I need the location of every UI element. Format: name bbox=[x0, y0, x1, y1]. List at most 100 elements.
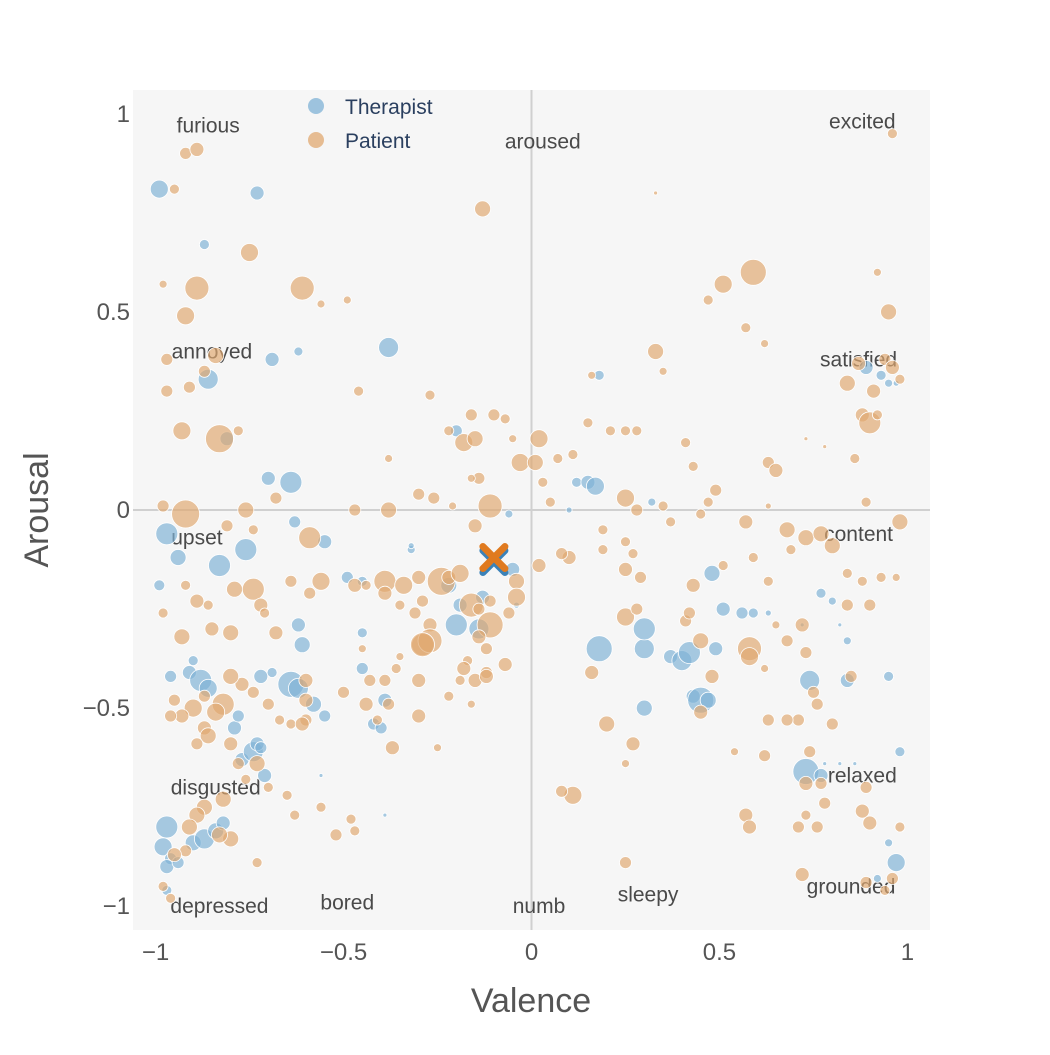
patient-point[interactable] bbox=[702, 496, 714, 508]
patient-point[interactable] bbox=[792, 820, 805, 834]
patient-point[interactable] bbox=[555, 547, 568, 560]
therapist-point[interactable] bbox=[822, 761, 828, 766]
patient-point[interactable] bbox=[303, 586, 317, 600]
patient-point[interactable] bbox=[810, 697, 824, 711]
patient-point[interactable] bbox=[508, 572, 525, 590]
patient-point[interactable] bbox=[544, 496, 556, 508]
patient-point[interactable] bbox=[529, 429, 549, 449]
patient-point[interactable] bbox=[818, 796, 832, 810]
therapist-point[interactable] bbox=[837, 622, 843, 628]
patient-point[interactable] bbox=[841, 568, 853, 579]
therapist-point[interactable] bbox=[852, 761, 858, 766]
patient-point[interactable] bbox=[349, 825, 361, 837]
patient-point[interactable] bbox=[157, 607, 169, 619]
patient-point[interactable] bbox=[395, 652, 405, 661]
patient-point[interactable] bbox=[665, 516, 676, 528]
patient-point[interactable] bbox=[695, 508, 707, 520]
patient-point[interactable] bbox=[205, 424, 234, 454]
therapist-point[interactable] bbox=[635, 699, 653, 717]
patient-point[interactable] bbox=[390, 663, 402, 674]
therapist-point[interactable] bbox=[632, 617, 656, 641]
patient-point[interactable] bbox=[167, 693, 181, 707]
patient-point[interactable] bbox=[810, 820, 824, 834]
patient-point[interactable] bbox=[717, 560, 729, 571]
patient-point[interactable] bbox=[704, 669, 720, 684]
patient-point[interactable] bbox=[487, 408, 501, 422]
therapist-point[interactable] bbox=[279, 470, 303, 494]
patient-point[interactable] bbox=[823, 537, 841, 555]
patient-point[interactable] bbox=[411, 708, 427, 724]
patient-point[interactable] bbox=[172, 421, 192, 441]
therapist-point[interactable] bbox=[699, 691, 717, 709]
patient-point[interactable] bbox=[800, 809, 812, 821]
patient-point[interactable] bbox=[183, 698, 203, 718]
therapist-point[interactable] bbox=[842, 636, 852, 646]
patient-point[interactable] bbox=[619, 856, 632, 869]
patient-point[interactable] bbox=[479, 642, 493, 656]
patient-point[interactable] bbox=[231, 757, 245, 770]
therapist-point[interactable] bbox=[231, 709, 245, 723]
patient-point[interactable] bbox=[472, 602, 486, 616]
patient-point[interactable] bbox=[792, 713, 805, 727]
patient-point[interactable] bbox=[616, 488, 635, 508]
patient-point[interactable] bbox=[863, 598, 877, 612]
patient-point[interactable] bbox=[471, 629, 487, 645]
patient-point[interactable] bbox=[371, 714, 383, 726]
patient-point[interactable] bbox=[246, 685, 260, 699]
therapist-point[interactable] bbox=[153, 579, 166, 592]
therapist-point[interactable] bbox=[290, 617, 306, 633]
patient-point[interactable] bbox=[859, 876, 873, 889]
patient-point[interactable] bbox=[168, 183, 180, 195]
therapist-point[interactable] bbox=[159, 859, 175, 874]
patient-point[interactable] bbox=[211, 826, 228, 844]
patient-point[interactable] bbox=[345, 813, 357, 825]
patient-point[interactable] bbox=[268, 625, 284, 641]
patient-point[interactable] bbox=[240, 243, 259, 262]
therapist-point[interactable] bbox=[827, 596, 837, 606]
therapist-point[interactable] bbox=[264, 351, 280, 367]
patient-point[interactable] bbox=[742, 819, 757, 835]
patient-point[interactable] bbox=[891, 573, 901, 582]
therapist-point[interactable] bbox=[504, 509, 514, 519]
therapist-point[interactable] bbox=[444, 613, 468, 637]
patient-point[interactable] bbox=[156, 499, 170, 513]
patient-point[interactable] bbox=[188, 806, 206, 824]
patient-point[interactable] bbox=[342, 295, 352, 305]
patient-point[interactable] bbox=[803, 745, 817, 759]
patient-point[interactable] bbox=[862, 815, 878, 831]
therapist-point[interactable] bbox=[647, 497, 657, 507]
patient-point[interactable] bbox=[176, 306, 196, 326]
patient-point[interactable] bbox=[814, 777, 828, 790]
patient-point[interactable] bbox=[450, 564, 470, 583]
patient-point[interactable] bbox=[347, 577, 363, 593]
patient-point[interactable] bbox=[377, 585, 393, 601]
patient-point[interactable] bbox=[658, 366, 668, 376]
patient-point[interactable] bbox=[709, 483, 723, 497]
therapist-point[interactable] bbox=[764, 609, 772, 617]
patient-point[interactable] bbox=[702, 294, 714, 306]
patient-point[interactable] bbox=[443, 690, 455, 702]
patient-point[interactable] bbox=[220, 519, 234, 533]
therapist-point[interactable] bbox=[208, 554, 231, 577]
therapist-point[interactable] bbox=[678, 641, 701, 664]
patient-point[interactable] bbox=[478, 669, 494, 684]
therapist-point[interactable] bbox=[155, 815, 179, 839]
patient-point[interactable] bbox=[382, 697, 396, 711]
patient-point[interactable] bbox=[631, 425, 643, 437]
patient-point[interactable] bbox=[555, 784, 568, 798]
patient-point[interactable] bbox=[680, 437, 691, 449]
patient-point[interactable] bbox=[860, 496, 872, 508]
patient-point[interactable] bbox=[764, 502, 772, 510]
patient-point[interactable] bbox=[189, 141, 205, 157]
patient-point[interactable] bbox=[184, 275, 210, 301]
therapist-point[interactable] bbox=[227, 720, 242, 736]
patient-point[interactable] bbox=[502, 606, 516, 620]
patient-point[interactable] bbox=[448, 501, 458, 511]
therapist-point[interactable] bbox=[875, 369, 887, 381]
patient-point[interactable] bbox=[241, 577, 265, 601]
patient-point[interactable] bbox=[289, 809, 301, 821]
legend-marker-therapist[interactable] bbox=[308, 98, 324, 114]
patient-point[interactable] bbox=[274, 714, 286, 726]
patient-point[interactable] bbox=[630, 602, 644, 616]
patient-point[interactable] bbox=[620, 536, 631, 548]
